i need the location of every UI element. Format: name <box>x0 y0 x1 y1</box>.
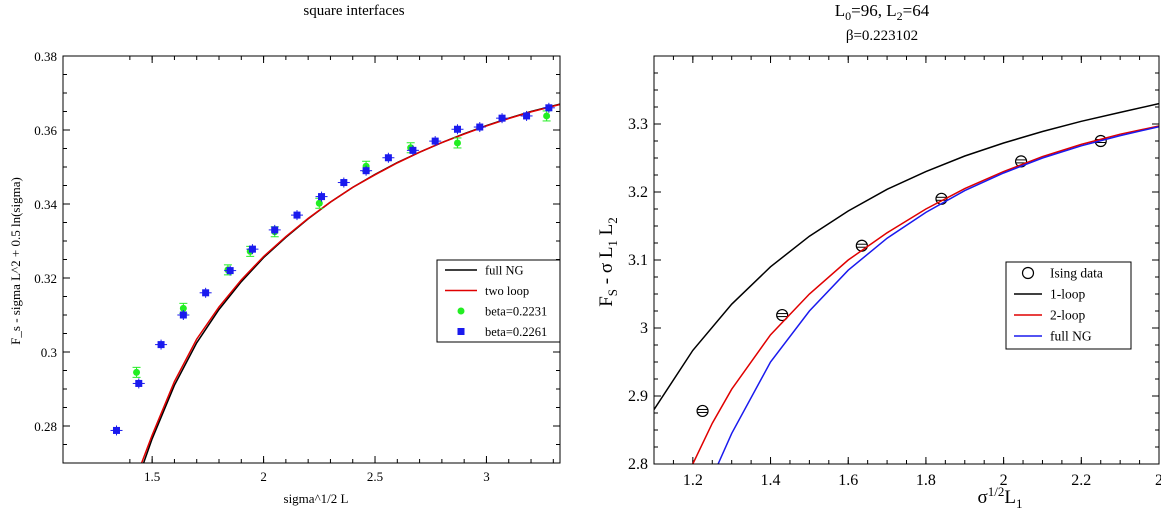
legend-box <box>1005 261 1132 350</box>
data-point-beta-0-2261 <box>431 137 439 145</box>
right-plot-area <box>654 102 1159 464</box>
right-axes: 1.2 1.4 1.6 1.8 2 2.2 2 2.8 2.9 3 3.1 3.2 3.3 <box>628 55 1161 489</box>
x-tick-label: 1.8 <box>916 472 936 489</box>
x-tick-label: 2 <box>260 469 267 484</box>
data-point-beta-0-2261 <box>340 179 348 187</box>
series-line-2-loop <box>692 125 1159 464</box>
x-tick-label: 2.5 <box>367 469 383 484</box>
data-point-beta-0-2231 <box>543 112 551 120</box>
legend-label-ising-data: Ising data <box>1050 266 1103 281</box>
data-point-beta-0-2261 <box>112 426 120 434</box>
x-tick-label: 1.6 <box>838 472 858 489</box>
y-tick-label: 2.8 <box>628 456 648 473</box>
left-x-axis-label: sigma^1/2 L <box>284 491 349 506</box>
legend-label-2-loop: 2-loop <box>1050 308 1085 323</box>
y-tick-label: 0.38 <box>34 49 57 64</box>
data-point-beta-0-2261 <box>384 154 392 162</box>
legend-label-beta-0-2231: beta=0.2231 <box>485 305 547 319</box>
legend-label-1-loop: 1-loop <box>1050 287 1085 302</box>
x-tick-label: 1.4 <box>761 472 781 489</box>
x-tick-label: 1.2 <box>683 472 703 489</box>
data-point-beta-0-2261 <box>226 267 234 275</box>
legend-swatch-beta-0-2231 <box>457 307 465 315</box>
legend-swatch-ising-data <box>1021 266 1035 280</box>
data-point-beta-0-2261 <box>409 146 417 154</box>
x-tick-label: 2.2 <box>1071 472 1091 489</box>
y-tick-label: 3.2 <box>628 184 648 201</box>
y-tick-label: 0.28 <box>34 419 57 434</box>
right-x-axis-label: σ1/2L1 <box>978 484 1023 511</box>
series-line-full-ng <box>717 125 1159 464</box>
y-tick-label: 0.3 <box>41 345 57 360</box>
data-point-beta-0-2231 <box>453 139 461 147</box>
data-point-beta-0-2261 <box>318 193 326 201</box>
legend-label-beta-0-2261: beta=0.2261 <box>485 325 547 339</box>
data-point-ising-data <box>696 404 709 418</box>
legend-swatch-beta-0-2261 <box>457 328 465 335</box>
y-tick-label: 0.32 <box>34 271 57 286</box>
right-chart: L0=96, L2=64 β=0.223102 σ1/2L1 FS - σ L1… <box>596 1 1161 511</box>
data-point-beta-0-2261 <box>498 114 506 122</box>
right-y-axis-label: FS - σ L1 L2 <box>596 217 620 307</box>
legend-label-full-ng: full NG <box>485 264 524 278</box>
data-point-beta-0-2261 <box>179 311 187 319</box>
x-tick-label: 1.5 <box>144 469 160 484</box>
y-tick-label: 3.1 <box>628 252 648 269</box>
legend-label-two-loop: two loop <box>485 284 529 298</box>
y-tick-label: 0.36 <box>34 123 57 138</box>
data-point-beta-0-2261 <box>545 104 553 112</box>
y-tick-label: 3.3 <box>628 116 648 133</box>
data-point-beta-0-2261 <box>135 379 143 387</box>
data-point-beta-0-2261 <box>202 289 210 297</box>
data-point-beta-0-2261 <box>523 112 531 120</box>
y-tick-label: 2.9 <box>628 388 648 405</box>
data-point-ising-data <box>776 308 789 322</box>
left-y-axis-label: F_s - sigma L^2 + 0.5 ln(sigma) <box>8 177 23 345</box>
data-point-beta-0-2261 <box>248 245 256 253</box>
right-legend: Ising data 1-loop 2-loop full NG <box>1005 261 1132 350</box>
legend-label-full-ng: full NG <box>1050 329 1092 344</box>
data-point-beta-0-2231 <box>133 368 141 376</box>
right-chart-subtitle: β=0.223102 <box>846 28 918 44</box>
left-chart-title: square interfaces <box>303 3 404 19</box>
y-tick-label: 3 <box>640 320 648 337</box>
left-plot-area <box>110 102 560 463</box>
data-point-beta-0-2261 <box>157 341 165 349</box>
x-tick-label: 2 <box>1155 472 1161 489</box>
data-point-beta-0-2261 <box>362 167 370 175</box>
data-point-beta-0-2261 <box>271 226 279 234</box>
series-line-1-loop <box>654 102 1159 411</box>
data-point-beta-0-2231 <box>179 304 187 312</box>
right-plot-frame <box>653 55 1160 465</box>
y-tick-label: 0.34 <box>34 197 57 212</box>
x-tick-label: 3 <box>483 469 490 484</box>
right-chart-title: L0=96, L2=64 <box>835 1 930 23</box>
left-chart: square interfaces sigma^1/2 L F_s - sigm… <box>8 3 561 506</box>
data-point-beta-0-2261 <box>476 123 484 131</box>
left-legend: full NG two loop beta=0.2231 beta=0.2261 <box>436 259 561 343</box>
data-point-beta-0-2261 <box>293 211 301 219</box>
data-point-beta-0-2261 <box>453 125 461 133</box>
x-tick-label: 2 <box>1000 472 1008 489</box>
